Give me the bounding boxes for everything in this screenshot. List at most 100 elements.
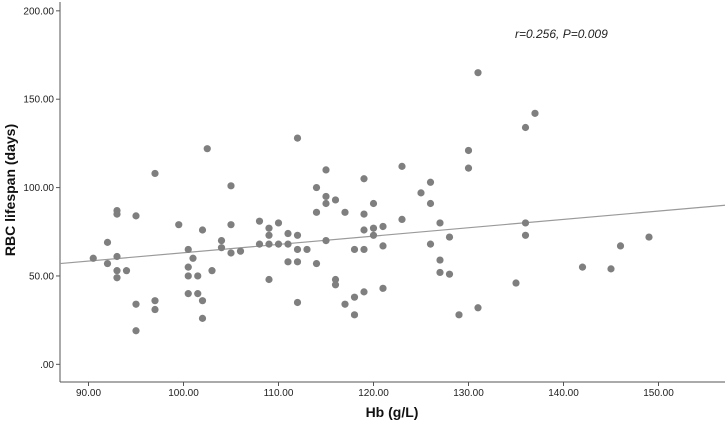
y-tick-label: 100.00 [23,183,54,194]
x-axis: 90.00 100.00 110.00 120.00 130.00 140.00 150.0… [76,382,674,399]
x-tick-label: 140.00 [548,388,579,399]
correlation-annotation: r=0.256, P=0.009 [515,27,608,41]
data-point [303,245,311,254]
data-point [274,219,283,227]
data-point [455,311,463,319]
data-point [103,259,112,268]
data-point [616,242,625,250]
data-point [464,146,473,155]
data-point [521,231,530,239]
data-point [341,300,349,308]
data-point [198,226,207,234]
data-point [312,208,321,216]
data-point [151,297,159,305]
data-point [151,169,159,178]
x-axis-title: Hb (g/L) [366,404,419,420]
data-point [607,265,615,273]
x-tick-label: 100.00 [168,388,199,399]
data-point [113,274,121,282]
data-point [445,270,454,278]
data-point [265,224,273,232]
data-point [379,284,387,292]
y-axis: .00 50.00 100.00 150.00 200.00 [23,6,60,371]
data-point [198,314,207,322]
data-point [398,162,406,170]
data-point [293,258,302,266]
data-points [59,69,725,335]
data-point [322,199,330,208]
data-point [203,145,211,153]
data-point [417,189,425,197]
regression-line [59,204,725,265]
data-point [293,245,302,254]
data-point [379,242,387,250]
data-point [341,208,349,216]
x-tick-label: 90.00 [76,388,101,399]
data-point [322,192,330,201]
x-tick-label: 130.00 [453,388,484,399]
data-point [331,281,340,289]
y-tick-label: 200.00 [23,6,54,17]
data-point [217,237,226,245]
data-point [113,210,121,218]
data-point [350,311,359,319]
data-point [122,267,131,275]
data-point [175,221,183,229]
data-point [426,240,435,248]
data-point [274,240,283,248]
x-tick-label: 150.00 [643,388,674,399]
data-point [322,237,330,245]
data-point [284,240,292,248]
data-point [645,233,653,241]
data-point [198,297,207,305]
data-point [284,258,292,266]
data-point [436,256,444,264]
data-point [312,259,321,268]
data-point [208,267,216,275]
data-point [578,263,587,271]
data-point [151,305,159,314]
data-point [360,210,368,218]
y-axis-title: RBC lifespan (days) [2,124,18,256]
data-point [217,244,226,252]
data-point [521,219,530,227]
data-point [436,219,444,227]
data-point [113,252,121,261]
data-point [227,249,235,257]
data-point [132,212,140,220]
data-point [350,245,359,254]
data-point [236,247,245,255]
data-point [531,109,539,117]
data-point [464,164,473,172]
x-tick-label: 110.00 [264,388,294,399]
plot-area [59,2,725,383]
data-point [194,272,202,280]
data-point [521,123,530,132]
data-point [284,229,292,238]
data-point [360,288,368,296]
data-point [379,222,387,231]
y-tick-label: 50.00 [29,271,54,282]
data-point [265,231,273,239]
data-point [360,226,368,234]
data-point [293,298,302,307]
data-point [398,215,406,223]
data-point [512,279,520,287]
data-point [331,275,340,284]
data-point [194,290,202,298]
data-point [436,268,444,277]
data-point [426,199,435,208]
data-point [265,240,273,248]
data-point [103,238,112,246]
data-point [184,245,192,254]
data-point [132,300,140,308]
data-point [445,233,454,241]
data-point [227,221,235,229]
data-point [360,175,368,183]
data-point [474,69,482,77]
data-point [331,196,340,204]
data-point [189,254,197,262]
data-point [293,231,302,239]
data-point [184,263,192,271]
